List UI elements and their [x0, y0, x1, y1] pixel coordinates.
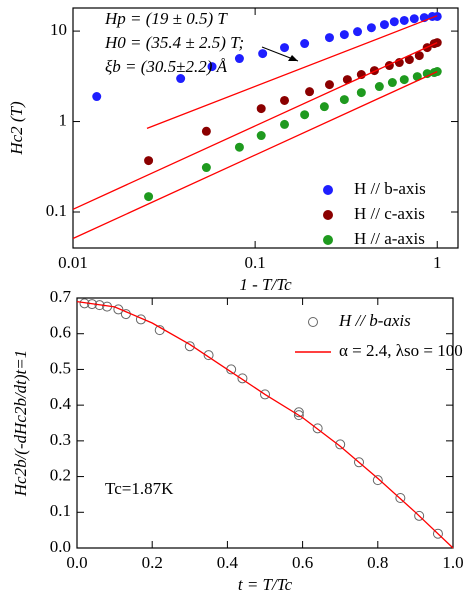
y-tick-label: 0.1	[46, 201, 67, 220]
data-point	[432, 528, 443, 539]
data-point	[324, 33, 334, 43]
x-tick-label: 0.8	[367, 553, 388, 572]
data-point	[399, 75, 409, 85]
data-point	[280, 43, 290, 53]
data-point	[432, 11, 442, 21]
data-point	[256, 131, 266, 141]
annotation: Hp = (19 ± 0.5) T	[104, 9, 228, 28]
data-point	[176, 74, 186, 84]
y-axis-label: Hc2b/(-dHc2b/dt)t=1	[11, 350, 30, 498]
data-point	[234, 54, 244, 64]
x-tick-label: 0.1	[244, 253, 265, 272]
data-point	[207, 62, 217, 72]
legend-label: H // c-axis	[354, 204, 425, 223]
data-point	[319, 102, 329, 112]
legend-swatch	[323, 235, 333, 245]
data-point	[409, 14, 419, 24]
data-point	[258, 49, 268, 59]
annotation: H0 = (35.4 ± 2.5) T;	[104, 33, 244, 52]
x-tick-label: 0.6	[292, 553, 313, 572]
fit-line	[72, 71, 438, 240]
x-axis-label: t = T/Tc	[238, 575, 293, 594]
data-point	[366, 23, 376, 33]
y-tick-label: 0.4	[50, 394, 72, 413]
x-tick-label: 1	[433, 253, 442, 272]
data-point	[293, 410, 304, 421]
annotation: ξb = (30.5±2.2) Å	[105, 57, 228, 76]
y-tick-label: 0.2	[50, 465, 71, 484]
legend-label: α = 2.4, λso = 100	[339, 341, 463, 360]
x-tick-label: 0.2	[142, 553, 163, 572]
x-tick-label: 0.01	[58, 253, 88, 272]
data-point	[312, 423, 323, 434]
data-point	[374, 82, 384, 92]
y-axis-label: Hc2 (T)	[7, 101, 26, 156]
data-point	[339, 30, 349, 40]
plot-frame	[76, 297, 454, 549]
data-point	[389, 17, 399, 27]
data-point	[324, 80, 334, 90]
fit-line	[146, 15, 438, 130]
data-point	[399, 15, 409, 25]
data-point	[387, 78, 397, 88]
arrow-head	[288, 55, 298, 61]
data-point	[414, 510, 425, 521]
data-point	[201, 163, 211, 173]
data-point	[414, 51, 424, 61]
data-point	[432, 67, 442, 77]
x-tick-label: 0.0	[66, 553, 87, 572]
fit-line	[76, 300, 454, 549]
data-point	[260, 389, 270, 400]
data-point	[144, 192, 154, 202]
data-point	[339, 95, 349, 105]
data-point	[234, 142, 244, 152]
data-point	[353, 27, 363, 37]
data-point	[113, 304, 124, 315]
data-point	[92, 92, 102, 102]
data-point	[432, 38, 442, 48]
data-point	[144, 156, 154, 166]
data-point	[280, 119, 290, 129]
y-tick-label: 0.6	[50, 323, 71, 342]
data-point	[354, 457, 364, 468]
annotation: Tc=1.87K	[105, 479, 174, 498]
legend-swatch	[323, 185, 333, 195]
legend-label: H // b-axis	[354, 179, 426, 198]
y-tick-label: 0.5	[50, 358, 71, 377]
data-point	[379, 20, 389, 30]
data-point	[335, 439, 346, 450]
legend-swatch	[323, 210, 333, 220]
fit-line	[72, 42, 438, 210]
data-point	[256, 104, 266, 114]
legend-label: H // a-axis	[354, 229, 425, 248]
x-tick-label: 1.0	[442, 553, 463, 572]
data-point	[305, 87, 315, 97]
data-point	[300, 110, 310, 120]
y-tick-label: 1	[59, 110, 68, 129]
x-axis-label: 1 - T/Tc	[239, 275, 292, 294]
data-point	[184, 341, 195, 352]
data-point	[203, 350, 214, 361]
legend-label: H // b-axis	[338, 311, 411, 330]
data-point	[300, 39, 310, 49]
y-tick-label: 0.1	[50, 501, 71, 520]
y-tick-label: 0.0	[50, 537, 71, 556]
data-point	[356, 88, 366, 98]
y-tick-label: 0.7	[50, 287, 72, 306]
data-point	[372, 475, 383, 486]
y-tick-label: 10	[50, 20, 67, 39]
plot-frame	[72, 7, 459, 249]
data-point	[395, 493, 406, 503]
legend-swatch	[308, 317, 318, 327]
data-point	[201, 126, 211, 136]
data-point	[237, 373, 248, 384]
data-point	[280, 95, 290, 105]
y-tick-label: 0.3	[50, 430, 71, 449]
x-tick-label: 0.4	[217, 553, 239, 572]
